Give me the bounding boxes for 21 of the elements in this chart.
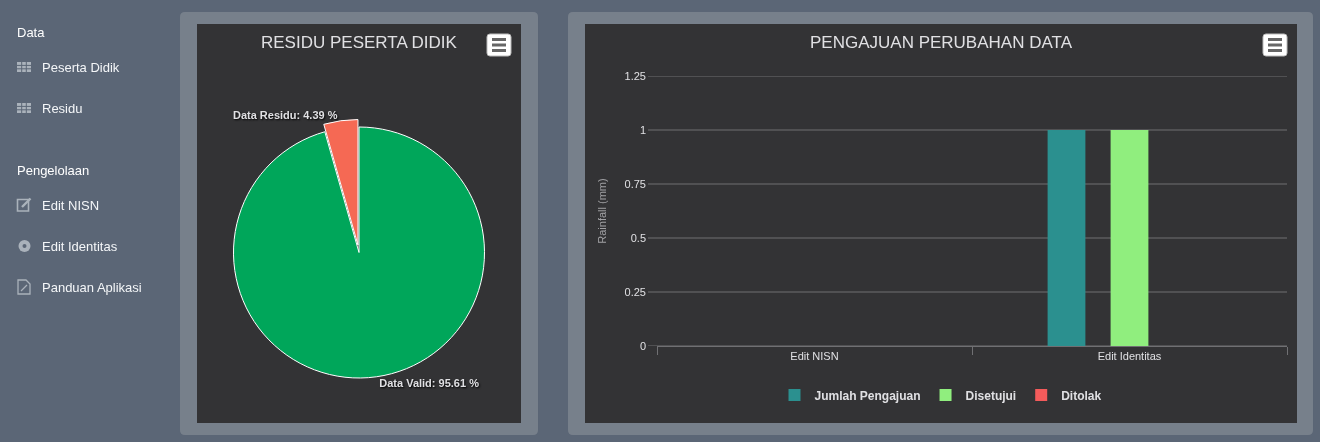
chart-title: RESIDU PESERTA DIDIK: [261, 33, 458, 52]
text: Peserta Didik: [42, 60, 120, 75]
y-tick-label: 0.75: [624, 177, 646, 190]
y-tick-label: 0.25: [624, 285, 646, 298]
text: Data: [17, 25, 46, 40]
text: Edit NISN: [42, 198, 100, 213]
y-tick-label: 1.25: [624, 69, 646, 82]
text: Edit Identitas: [42, 239, 118, 254]
legend-label: Jumlah Pengajuan: [814, 388, 921, 403]
y-tick-label: 0: [639, 339, 646, 352]
text: Residu: [42, 101, 83, 116]
legend-label: Disetujui: [965, 388, 1017, 403]
y-tick-label: 1: [639, 123, 646, 136]
chart-title: PENGAJUAN PERUBAHAN DATA: [810, 33, 1073, 52]
text: Pengelolaan: [17, 163, 90, 178]
text: Panduan Aplikasi: [42, 280, 142, 295]
slice-label: Data Valid: 95.61 %: [379, 376, 480, 389]
y-axis-title: Rainfall (mm): [596, 178, 609, 244]
legend-label: Ditolak: [1061, 388, 1102, 403]
slice-label: Data Residu: 4.39 %: [232, 108, 338, 121]
y-tick-label: 0.5: [630, 231, 646, 244]
